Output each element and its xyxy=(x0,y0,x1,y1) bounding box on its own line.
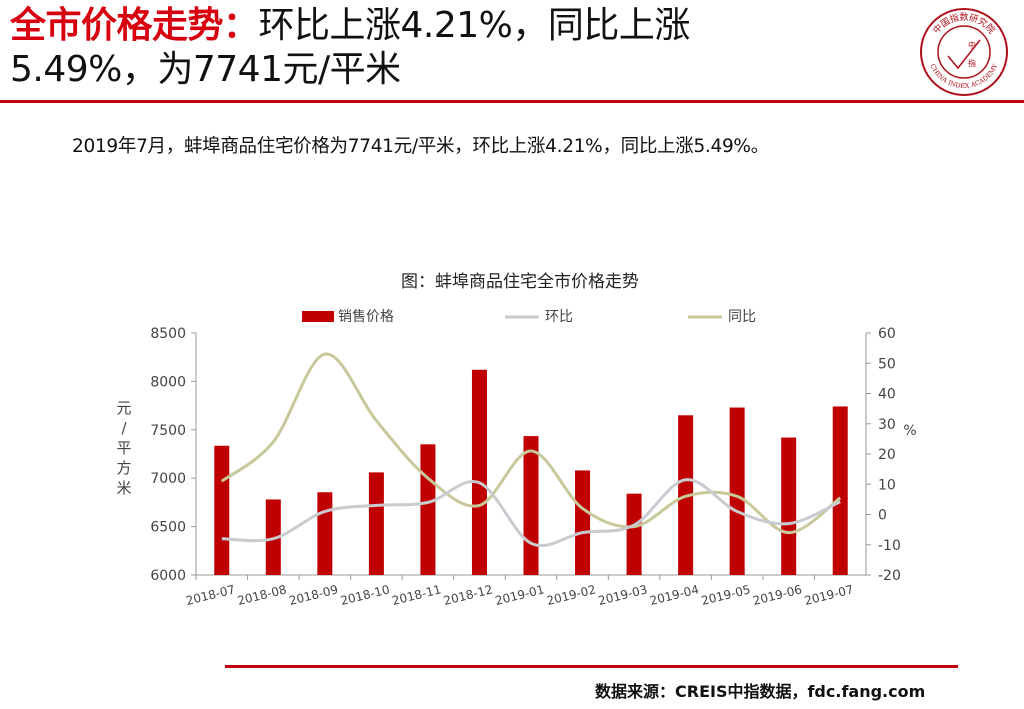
y-right-tick-label: 30 xyxy=(878,417,896,433)
x-tick-label: 2018-09 xyxy=(288,582,340,608)
x-tick-label: 2019-01 xyxy=(494,582,546,608)
bar-price xyxy=(420,444,436,575)
y-left-label-char: 元 xyxy=(116,399,131,417)
bar-price xyxy=(214,445,230,575)
x-tick-label: 2019-05 xyxy=(700,582,752,608)
bar-price xyxy=(317,492,333,575)
x-tick-label: 2019-04 xyxy=(648,582,700,608)
china-index-academy-logo: 中国指数研究院 CHINA INDEX ACADEMY 中 指 xyxy=(920,8,1008,96)
x-tick-label: 2018-07 xyxy=(184,582,236,608)
bar-price xyxy=(626,493,642,575)
x-tick-label: 2019-02 xyxy=(545,582,597,608)
logo-name-cn: 中国指数研究院 xyxy=(930,11,997,36)
title-highlight: 全市价格走势： xyxy=(10,5,259,46)
bar-price xyxy=(832,406,848,575)
x-tick-label: 2019-03 xyxy=(597,582,649,608)
source-divider xyxy=(225,665,958,668)
summary-text: 2019年7月，蚌埠商品住宅价格为7741元/平米，环比上涨4.21%，同比上涨… xyxy=(72,136,769,157)
x-tick-label: 2018-10 xyxy=(339,582,391,608)
y-left-tick-label: 7500 xyxy=(150,423,186,439)
y-left-label-char: / xyxy=(121,419,127,437)
line-mom xyxy=(221,478,841,548)
bar-price xyxy=(781,437,797,575)
line-yoy xyxy=(220,352,842,535)
logo-center-bottom: 指 xyxy=(968,58,976,68)
x-tick-label: 2019-06 xyxy=(751,582,803,608)
chart-title: 图：蚌埠商品住宅全市价格走势 xyxy=(401,272,639,292)
page-title: 全市价格走势：环比上涨4.21%，同比上涨 5.49%，为7741元/平米 xyxy=(10,4,890,92)
x-tick-label: 2019-07 xyxy=(803,582,855,608)
x-tick-label: 2018-11 xyxy=(391,582,443,608)
legend-label-mom: 环比 xyxy=(545,309,573,325)
logo-center-top: 中 xyxy=(968,40,976,50)
title-divider xyxy=(0,100,1024,103)
data-source: 数据来源：CREIS中指数据，fdc.fang.com xyxy=(595,682,926,701)
bar-price xyxy=(575,470,591,575)
bar-price xyxy=(368,472,384,575)
y-left-tick-label: 8000 xyxy=(150,374,186,390)
y-left-tick-label: 7000 xyxy=(150,471,186,487)
legend-swatch-price xyxy=(302,311,334,322)
bar-price xyxy=(471,369,487,575)
chart-container: 图：蚌埠商品住宅全市价格走势销售价格 环比 同比 6000 6500 7000 7500 80… xyxy=(0,255,1024,625)
y-left-tick-label: 8500 xyxy=(150,326,186,342)
y-left-label-char: 方 xyxy=(116,459,131,477)
legend-label-yoy: 同比 xyxy=(728,309,756,325)
x-tick-label: 2018-08 xyxy=(236,582,288,608)
logo-check-mark xyxy=(947,39,981,70)
title-rest: 环比上涨4.21%，同比上涨 xyxy=(258,5,691,46)
y-left-tick-label: 6000 xyxy=(150,568,186,584)
y-right-tick-label: 0 xyxy=(878,508,887,524)
y-left-label-char: 平 xyxy=(116,439,131,457)
y-right-tick-label: -20 xyxy=(878,568,901,584)
y-right-tick-label: 60 xyxy=(878,326,896,342)
y-right-tick-label: 10 xyxy=(878,477,896,493)
y-right-tick-label: 20 xyxy=(878,447,896,463)
y-left-tick-label: 6500 xyxy=(150,520,186,536)
y-right-tick-label: 40 xyxy=(878,387,896,403)
y-right-tick-label: -10 xyxy=(878,538,901,554)
title-line-2: 5.49%，为7741元/平米 xyxy=(10,49,401,90)
legend-label-price: 销售价格 xyxy=(338,309,394,325)
y-left-label-char: 米 xyxy=(116,479,131,497)
x-tick-label: 2018-12 xyxy=(442,582,494,608)
bar-price xyxy=(729,407,745,575)
bar-price xyxy=(523,436,539,575)
y-right-tick-label: 50 xyxy=(878,356,896,372)
y-right-label: % xyxy=(903,423,916,439)
title-line-1: 全市价格走势：环比上涨4.21%，同比上涨 xyxy=(10,4,890,48)
